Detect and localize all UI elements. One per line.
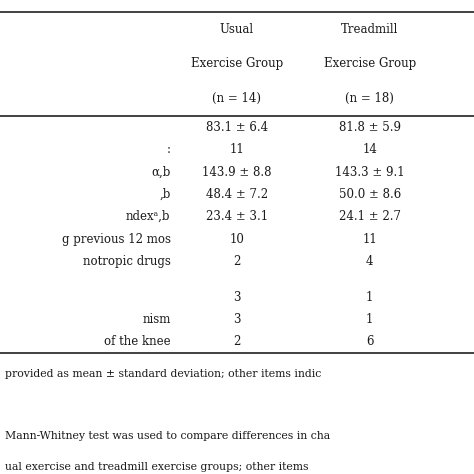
Text: ual exercise and treadmill exercise groups; other items: ual exercise and treadmill exercise grou… [5, 462, 308, 472]
Text: :: : [167, 143, 171, 156]
Text: 50.0 ± 8.6: 50.0 ± 8.6 [338, 188, 401, 201]
Text: α,b: α,b [151, 165, 171, 179]
Text: 1: 1 [366, 291, 374, 304]
Text: 11: 11 [362, 233, 377, 246]
Text: 143.3 ± 9.1: 143.3 ± 9.1 [335, 165, 404, 179]
Text: Exercise Group: Exercise Group [191, 57, 283, 71]
Text: 81.8 ± 5.9: 81.8 ± 5.9 [339, 121, 401, 134]
Text: ,b: ,b [159, 188, 171, 201]
Text: of the knee: of the knee [104, 336, 171, 348]
Text: 14: 14 [362, 143, 377, 156]
Text: 4: 4 [366, 255, 374, 268]
Text: Usual: Usual [220, 23, 254, 36]
Text: 1: 1 [366, 313, 374, 326]
Text: Mann-Whitney test was used to compare differences in cha: Mann-Whitney test was used to compare di… [5, 431, 330, 441]
Text: 24.1 ± 2.7: 24.1 ± 2.7 [339, 210, 401, 223]
Text: provided as mean ± standard deviation; other items indic: provided as mean ± standard deviation; o… [5, 369, 321, 380]
Text: (n = 18): (n = 18) [345, 92, 394, 105]
Text: (n = 14): (n = 14) [212, 92, 262, 105]
Text: 3: 3 [233, 313, 241, 326]
Text: 23.4 ± 3.1: 23.4 ± 3.1 [206, 210, 268, 223]
Text: 6: 6 [366, 336, 374, 348]
Text: g previous 12 mos: g previous 12 mos [62, 233, 171, 246]
Text: 2: 2 [233, 255, 241, 268]
Text: ndexᵃ,b: ndexᵃ,b [126, 210, 171, 223]
Text: 2: 2 [233, 336, 241, 348]
Text: 10: 10 [229, 233, 245, 246]
Text: nism: nism [142, 313, 171, 326]
Text: 48.4 ± 7.2: 48.4 ± 7.2 [206, 188, 268, 201]
Text: Treadmill: Treadmill [341, 23, 399, 36]
Text: 3: 3 [233, 291, 241, 304]
Text: notropic drugs: notropic drugs [83, 255, 171, 268]
Text: Exercise Group: Exercise Group [324, 57, 416, 71]
Text: 83.1 ± 6.4: 83.1 ± 6.4 [206, 121, 268, 134]
Text: 11: 11 [229, 143, 245, 156]
Text: 143.9 ± 8.8: 143.9 ± 8.8 [202, 165, 272, 179]
